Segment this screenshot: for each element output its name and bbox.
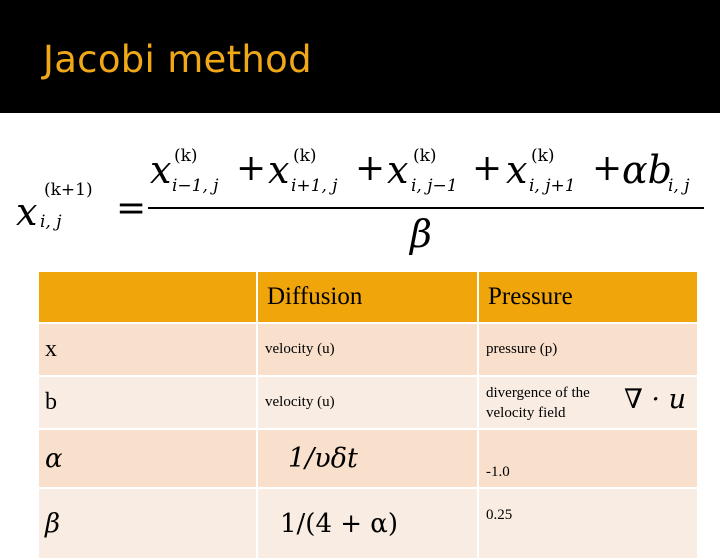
header-diffusion: Diffusion bbox=[256, 270, 479, 324]
parameter-table: Diffusion Pressure x velocity (u) pressu… bbox=[37, 270, 699, 560]
plus-sign: + bbox=[355, 148, 386, 189]
plus-sign: + bbox=[236, 148, 267, 189]
cell-diffusion-b: velocity (u) bbox=[256, 375, 479, 430]
table-row: α 1/υδt -1.0 bbox=[37, 428, 699, 489]
plus-sign: + bbox=[592, 148, 623, 189]
equals-sign: = bbox=[116, 188, 147, 229]
cell-pressure-x: pressure (p) bbox=[477, 322, 699, 377]
denominator-beta: β bbox=[410, 212, 432, 256]
row-label-beta: β bbox=[37, 487, 258, 560]
cell-pressure-alpha: -1.0 bbox=[477, 428, 699, 489]
term-4-subscript: i, j+1 bbox=[529, 176, 576, 196]
row-label-b: b bbox=[37, 375, 258, 430]
term-1-superscript: (k) bbox=[174, 146, 198, 166]
header-empty bbox=[37, 270, 258, 324]
cell-diffusion-alpha: 1/υδt bbox=[256, 428, 479, 489]
term-4-superscript: (k) bbox=[531, 146, 555, 166]
alpha-b-subscript: i, j bbox=[668, 176, 690, 196]
title-bar: Jacobi method bbox=[0, 0, 720, 113]
divergence-text: divergence of the velocity field bbox=[486, 384, 590, 421]
term-1-subscript: i−1, j bbox=[172, 176, 219, 196]
divergence-operator: ∇ · u bbox=[624, 384, 686, 415]
cell-pressure-b: divergence of the velocity field ∇ · u bbox=[477, 375, 699, 430]
lhs-variable: x bbox=[16, 190, 38, 234]
cell-pressure-beta: 0.25 bbox=[477, 487, 699, 560]
table-row: β 1/(4 + α) 0.25 bbox=[37, 487, 699, 560]
term-3-subscript: i, j−1 bbox=[411, 176, 458, 196]
table-header-row: Diffusion Pressure bbox=[37, 270, 699, 324]
lhs-subscript: i, j bbox=[40, 212, 62, 232]
table-row: b velocity (u) divergence of the velocit… bbox=[37, 375, 699, 430]
jacobi-formula: x (k+1) i, j = x (k) i−1, j + x (k) i+1,… bbox=[0, 140, 720, 270]
row-label-alpha: α bbox=[37, 428, 258, 489]
cell-diffusion-beta: 1/(4 + α) bbox=[256, 487, 479, 560]
term-2-subscript: i+1, j bbox=[291, 176, 338, 196]
term-4-variable: x bbox=[506, 148, 528, 192]
table-row: x velocity (u) pressure (p) bbox=[37, 322, 699, 377]
row-label-x: x bbox=[37, 322, 258, 377]
term-2-variable: x bbox=[268, 148, 290, 192]
header-pressure: Pressure bbox=[477, 270, 699, 324]
plus-sign: + bbox=[472, 148, 503, 189]
cell-diffusion-x: velocity (u) bbox=[256, 322, 479, 377]
alpha-b-term: αb bbox=[622, 148, 672, 192]
term-3-superscript: (k) bbox=[413, 146, 437, 166]
term-1-variable: x bbox=[150, 148, 172, 192]
lhs-superscript: (k+1) bbox=[44, 180, 93, 200]
fraction-bar bbox=[148, 207, 704, 209]
term-3-variable: x bbox=[387, 148, 409, 192]
term-2-superscript: (k) bbox=[293, 146, 317, 166]
slide-title: Jacobi method bbox=[43, 38, 312, 81]
